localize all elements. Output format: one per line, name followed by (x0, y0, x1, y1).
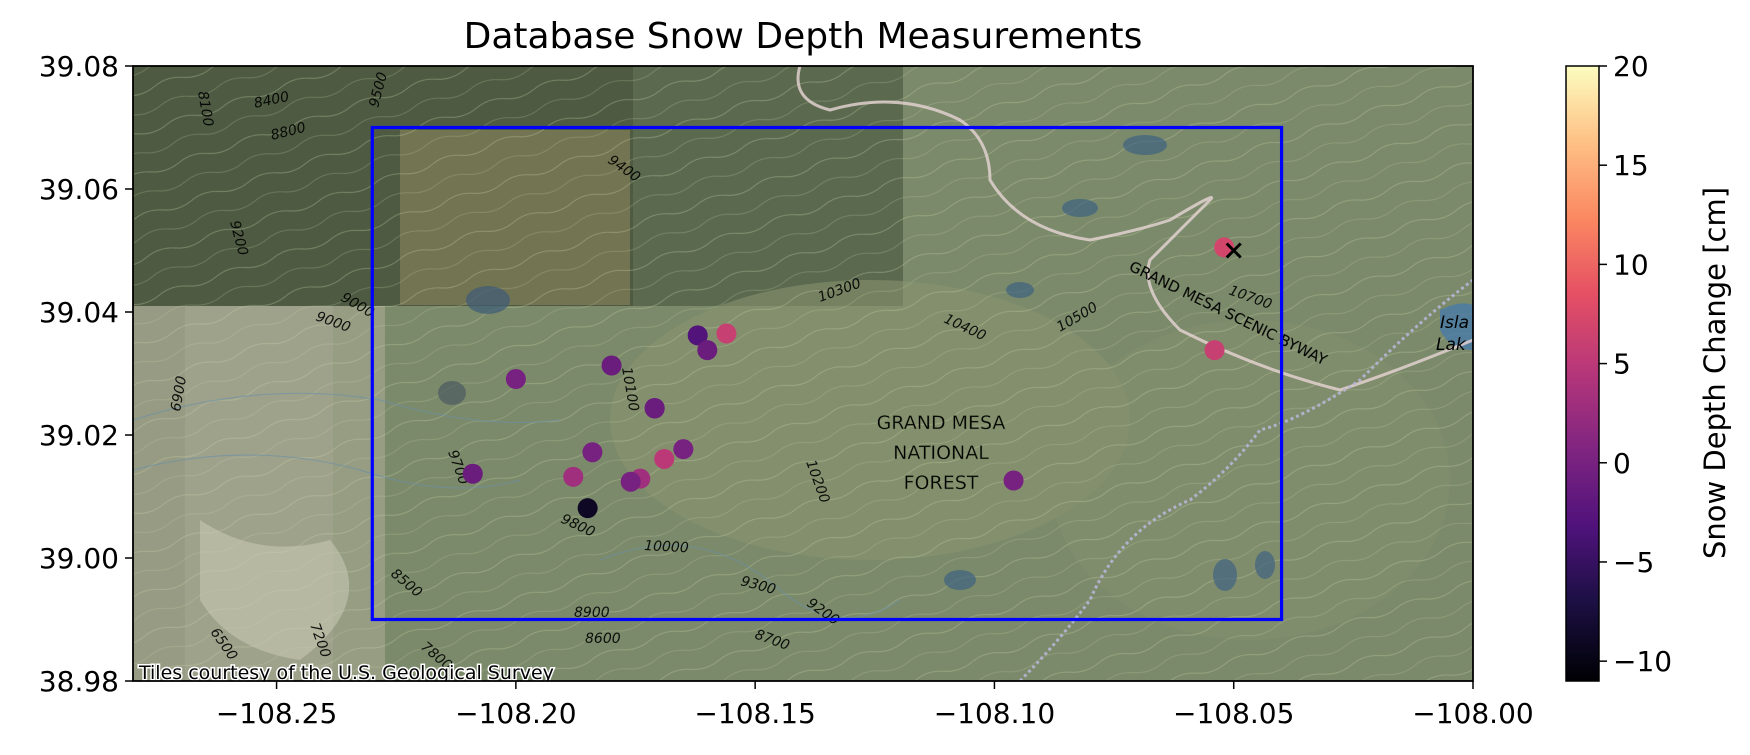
colorbar (1565, 65, 1600, 682)
map-label-forest: GRAND MESA (877, 412, 1006, 434)
y-tick-label: 38.98 (39, 665, 119, 698)
data-point (1214, 237, 1235, 258)
map-label-forest: FOREST (904, 472, 979, 494)
colorbar-label: Snow Depth Change [cm] (1698, 187, 1732, 559)
map-label-lake: Isla (1440, 313, 1469, 333)
x-tick-label: −108.00 (1412, 697, 1533, 730)
x-tick-label: −108.25 (216, 697, 337, 730)
x-tick-label: −108.10 (934, 697, 1055, 730)
contour-label: 8900 (574, 605, 610, 621)
bounding-box (370, 125, 1284, 622)
bounding-box-layer (370, 125, 1284, 622)
colorbar-tick-label: 20 (1613, 50, 1649, 83)
contour-label: 8400 (253, 89, 291, 112)
data-point (462, 463, 483, 484)
plot-frame (132, 65, 1474, 682)
data-point (687, 325, 708, 346)
x-axis: −108.25 −108.20 −108.15 −108.10 −108.05 −108.… (216, 681, 1534, 730)
data-point (582, 442, 603, 463)
colorbar-tick-label: −10 (1613, 645, 1672, 678)
colorbar-tick-label: 15 (1613, 149, 1649, 182)
data-point (601, 355, 622, 376)
data-point (697, 340, 718, 361)
data-point (563, 466, 584, 487)
colorbar-tick-label: 0 (1613, 447, 1631, 480)
data-point (673, 439, 694, 460)
basemap: 8100 8400 8800 9500 9400 9200 9000 9000 … (133, 66, 1473, 684)
chart-title: Database Snow Depth Measurements (464, 16, 1143, 57)
data-point (577, 498, 598, 519)
data-point (620, 471, 641, 492)
data-point (1003, 470, 1024, 491)
map-label-forest: NATIONAL (893, 442, 989, 464)
data-point (654, 448, 675, 469)
basemap-attribution: Tiles courtesy of the U.S. Geological Su… (138, 662, 554, 684)
reference-marker (1225, 242, 1242, 259)
contour-label: 10100 (618, 366, 642, 413)
contour-label: 6900 (168, 375, 190, 413)
x-tick-label: −108.20 (455, 697, 576, 730)
contour-label: 8600 (585, 631, 621, 647)
y-tick-label: 39.08 (39, 50, 119, 83)
colorbar-tick-label: 10 (1613, 248, 1649, 281)
y-tick-label: 39.06 (39, 173, 119, 206)
data-point (1204, 340, 1225, 361)
colorbar-tick-label: −5 (1613, 546, 1654, 579)
colorbar-ticks: 20 15 10 5 0 −5 −10 (1599, 50, 1672, 678)
data-point (716, 323, 737, 344)
map-label-lake: Lak (1436, 335, 1467, 355)
colorbar-tick-label: 5 (1613, 348, 1631, 381)
data-point (644, 398, 665, 419)
points-layer (462, 237, 1235, 519)
x-tick-label: −108.05 (1173, 697, 1294, 730)
marker-layer (1225, 242, 1242, 259)
y-tick-label: 39.02 (39, 419, 119, 452)
contour-label: 10000 (644, 538, 689, 556)
data-point (505, 369, 526, 390)
y-tick-label: 39.00 (39, 542, 119, 575)
y-tick-label: 39.04 (39, 296, 119, 329)
y-axis: 38.98 39.00 39.02 39.04 39.06 39.08 (39, 50, 133, 698)
x-tick-label: −108.15 (694, 697, 815, 730)
contour-label: 8100 (194, 90, 216, 128)
